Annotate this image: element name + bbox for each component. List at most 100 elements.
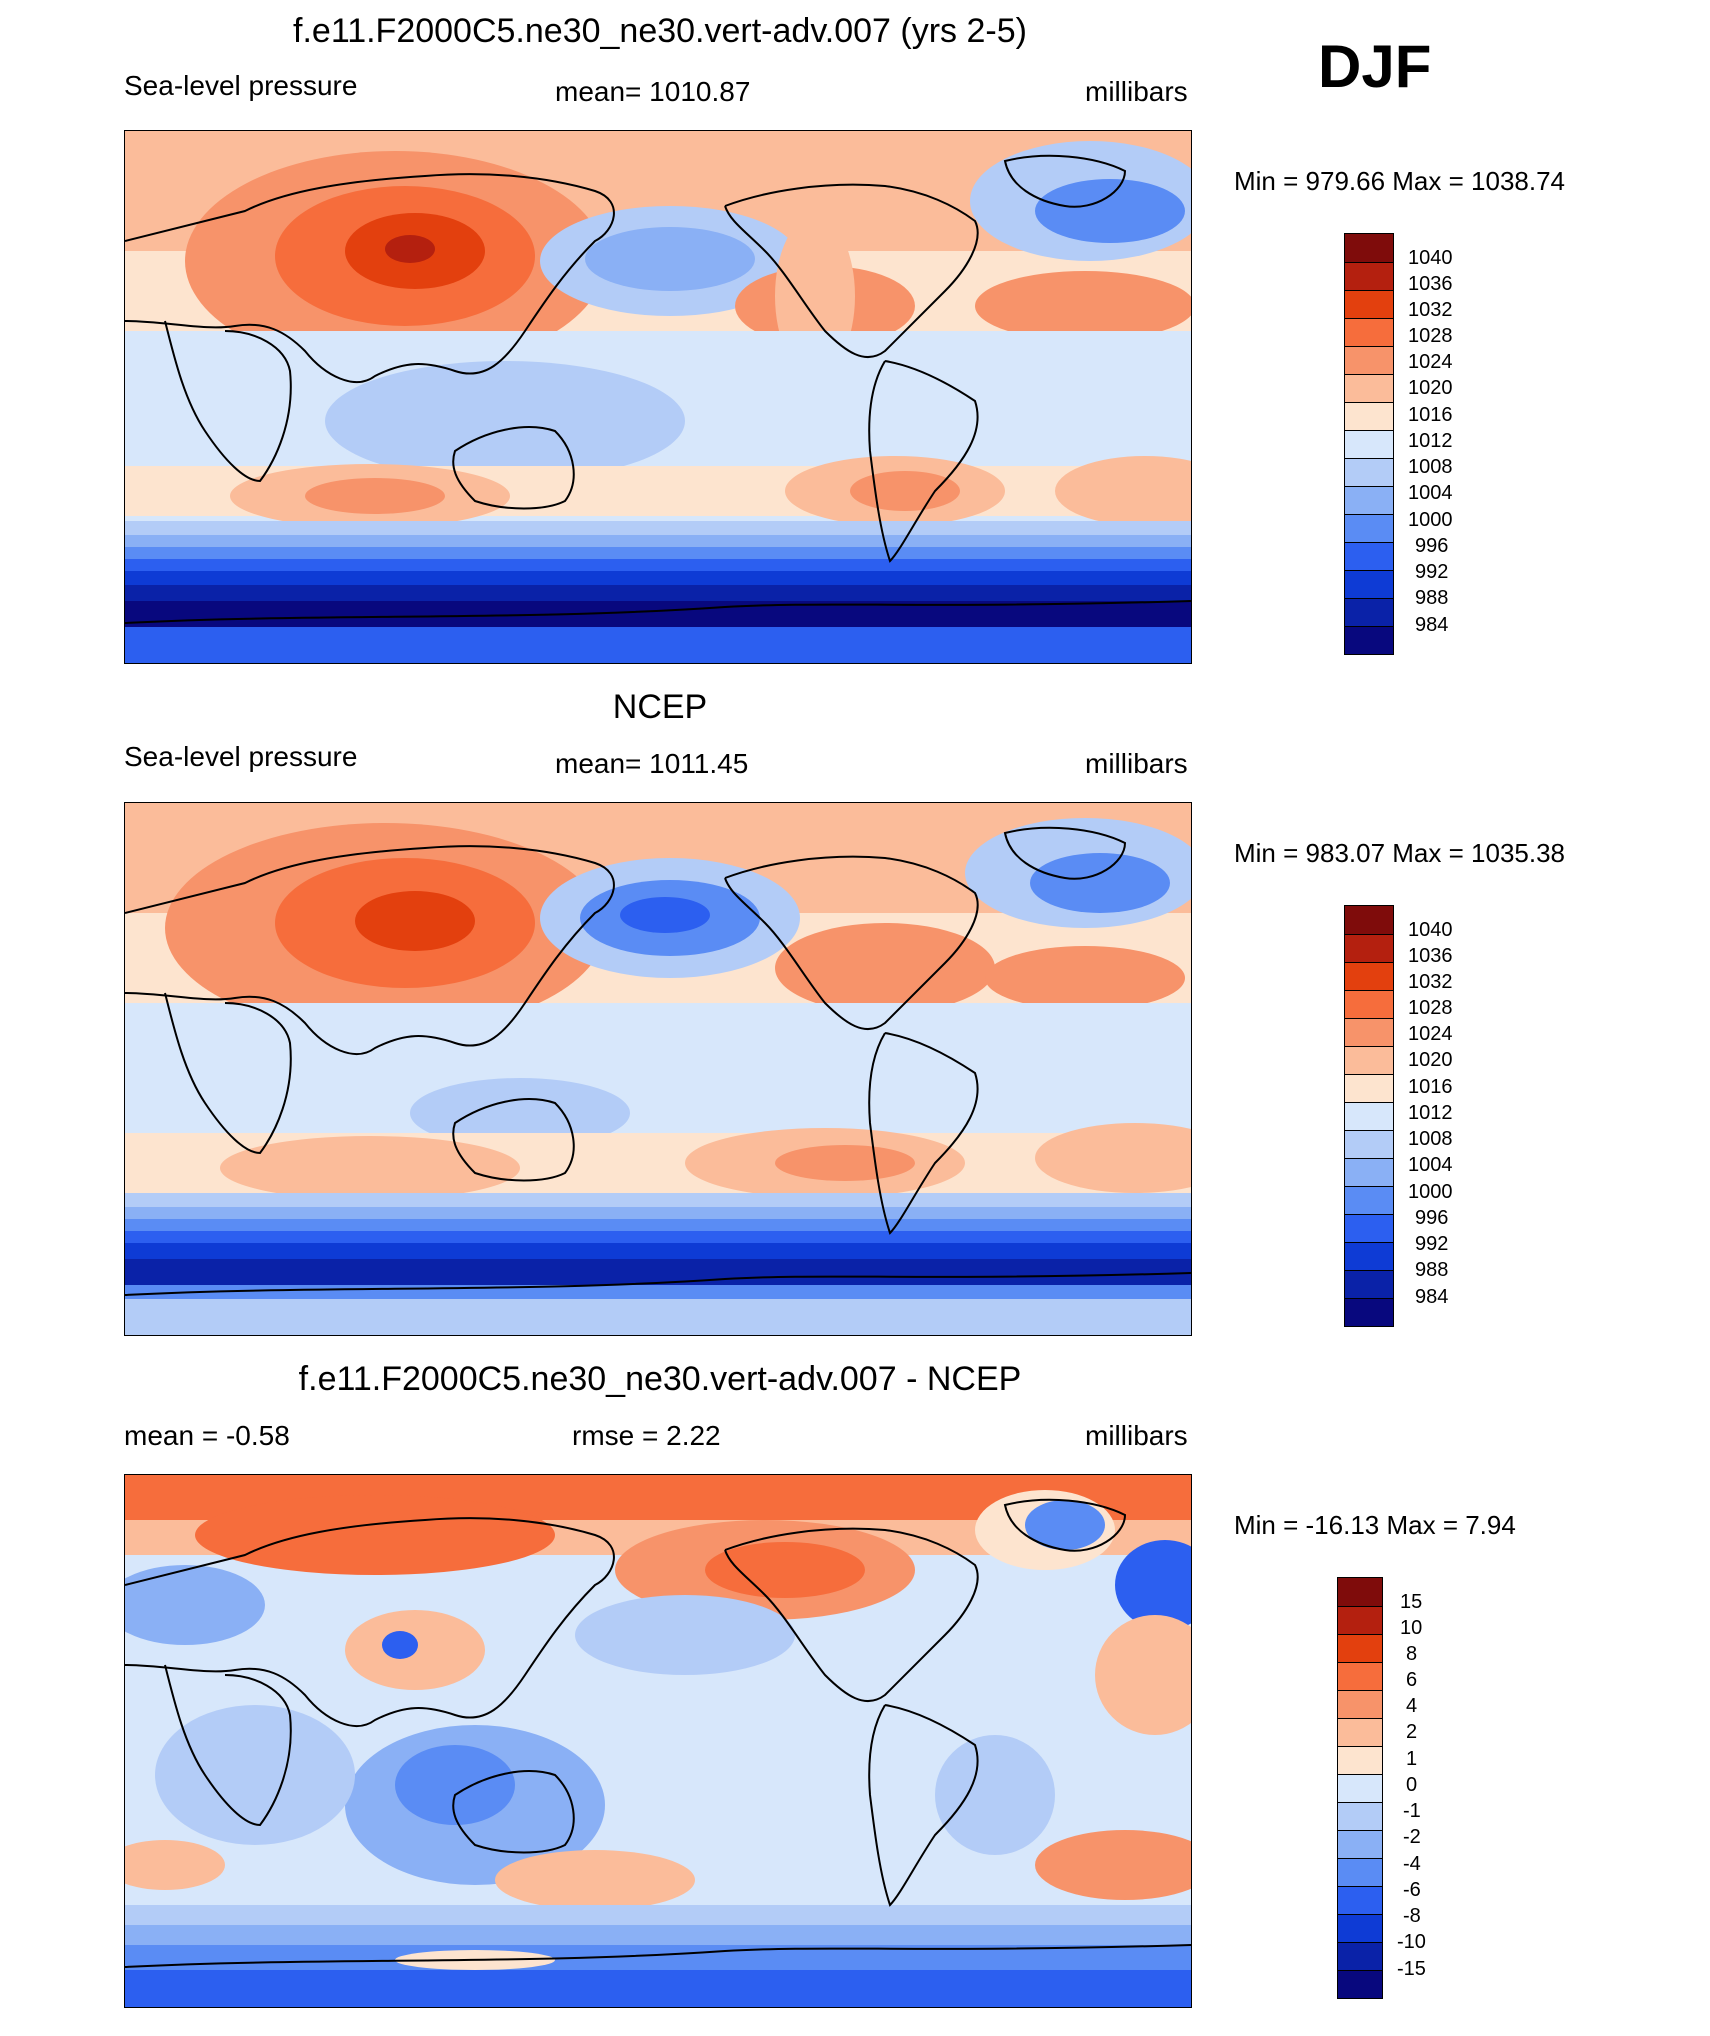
colorbar-swatch: [1338, 1858, 1382, 1886]
colorbar-swatch: [1345, 1186, 1393, 1214]
panel3-colorbar-label: -10: [1397, 1931, 1426, 1953]
panel1-colorbar-label: 1036: [1408, 273, 1453, 295]
colorbar-swatch: [1345, 626, 1393, 654]
panel1-colorbar-label: 992: [1415, 561, 1449, 583]
colorbar-swatch: [1345, 906, 1393, 934]
colorbar-swatch: [1338, 1970, 1382, 1998]
panel2-colorbar-label: 1040: [1408, 919, 1453, 941]
panel1-minmax: Min = 979.66 Max = 1038.74: [1234, 166, 1566, 196]
colorbar-swatch: [1345, 1242, 1393, 1270]
colorbar-swatch: [1345, 990, 1393, 1018]
panel2-colorbar-label: 996: [1415, 1207, 1449, 1229]
panel1-colorbar: [1344, 233, 1394, 655]
colorbar-swatch: [1338, 1942, 1382, 1970]
colorbar-swatch: [1338, 1830, 1382, 1858]
panel1-colorbar-label: 1040: [1408, 247, 1453, 269]
colorbar-swatch: [1338, 1606, 1382, 1634]
panel1-colorbar-label: 984: [1415, 614, 1449, 636]
colorbar-swatch: [1345, 262, 1393, 290]
panel2-minmax: Min = 983.07 Max = 1035.38: [1234, 838, 1566, 868]
panel1-colorbar-label: 1024: [1408, 351, 1453, 373]
panel2-variable-label: Sea-level pressure: [124, 741, 358, 772]
season-label: DJF: [1318, 33, 1432, 100]
panel3-units-label: millibars: [1085, 1420, 1188, 1451]
panel2-colorbar-label: 1028: [1408, 997, 1453, 1019]
panel2-title: NCEP: [612, 688, 708, 726]
panel3-title: f.e11.F2000C5.ne30_ne30.vert-adv.007 - N…: [298, 1360, 1022, 1398]
colorbar-swatch: [1345, 1018, 1393, 1046]
panel1-colorbar-label: 1028: [1408, 325, 1453, 347]
panel3-map: [124, 1474, 1192, 2008]
colorbar-swatch: [1345, 542, 1393, 570]
colorbar-swatch: [1345, 458, 1393, 486]
panel1-colorbar-label: 1020: [1408, 377, 1453, 399]
panel2-colorbar-label: 1012: [1408, 1102, 1453, 1124]
colorbar-swatch: [1345, 402, 1393, 430]
colorbar-swatch: [1338, 1690, 1382, 1718]
panel2-colorbar-label: 1004: [1408, 1154, 1453, 1176]
panel2-colorbar-label: 1008: [1408, 1128, 1453, 1150]
colorbar-swatch: [1345, 962, 1393, 990]
panel3-colorbar-label: 0: [1406, 1774, 1418, 1796]
colorbar-swatch: [1338, 1718, 1382, 1746]
panel1-colorbar-label: 996: [1415, 535, 1449, 557]
panel1-colorbar-label: 988: [1415, 587, 1449, 609]
colorbar-swatch: [1338, 1914, 1382, 1942]
panel3-colorbar-label: -2: [1403, 1826, 1421, 1848]
panel3-colorbar-label: 15: [1400, 1591, 1423, 1613]
panel3-colorbar-label: -6: [1403, 1879, 1421, 1901]
panel2-units-label: millibars: [1085, 748, 1188, 779]
colorbar-swatch: [1345, 570, 1393, 598]
panel3-colorbar-label: 10: [1400, 1617, 1423, 1639]
panel2-mean-label: mean= 1011.45: [555, 748, 749, 779]
panel3-colorbar-label: -4: [1403, 1853, 1421, 1875]
panel3-colorbar-label: 2: [1406, 1721, 1418, 1743]
colorbar-swatch: [1338, 1662, 1382, 1690]
panel2-colorbar: [1344, 905, 1394, 1327]
colorbar-swatch: [1345, 934, 1393, 962]
colorbar-swatch: [1345, 1270, 1393, 1298]
panel1-colorbar-label: 1012: [1408, 430, 1453, 452]
panel1-colorbar-label: 1008: [1408, 456, 1453, 478]
colorbar-swatch: [1338, 1578, 1382, 1606]
panel2-colorbar-label: 988: [1415, 1259, 1449, 1281]
colorbar-swatch: [1345, 514, 1393, 542]
panel2-colorbar-label: 1032: [1408, 971, 1453, 993]
colorbar-swatch: [1345, 1214, 1393, 1242]
panel3-colorbar-label: 8: [1406, 1643, 1418, 1665]
panel1-mean-label: mean= 1010.87: [555, 76, 751, 107]
colorbar-swatch: [1345, 430, 1393, 458]
panel2-colorbar-label: 1016: [1408, 1076, 1453, 1098]
panel3-colorbar-label: 4: [1406, 1695, 1418, 1717]
panel3-rmse-label: rmse = 2.22: [572, 1420, 721, 1451]
panel3-colorbar-label: -15: [1397, 1958, 1426, 1980]
panel2-colorbar-label: 992: [1415, 1233, 1449, 1255]
colorbar-swatch: [1345, 374, 1393, 402]
colorbar-swatch: [1345, 486, 1393, 514]
colorbar-swatch: [1345, 1298, 1393, 1326]
colorbar-swatch: [1345, 1046, 1393, 1074]
panel3-colorbar-label: 6: [1406, 1669, 1418, 1691]
panel3-mean-label: mean = -0.58: [124, 1420, 290, 1451]
colorbar-swatch: [1345, 1130, 1393, 1158]
colorbar-swatch: [1345, 1158, 1393, 1186]
colorbar-swatch: [1345, 318, 1393, 346]
colorbar-swatch: [1345, 1102, 1393, 1130]
panel3-colorbar-label: 1: [1406, 1748, 1418, 1770]
panel3-colorbar: [1337, 1577, 1383, 1999]
colorbar-swatch: [1345, 346, 1393, 374]
panel2-colorbar-label: 984: [1415, 1286, 1449, 1308]
panel1-map: [124, 130, 1192, 664]
panel3-colorbar-label: -1: [1403, 1800, 1421, 1822]
colorbar-swatch: [1345, 234, 1393, 262]
panel2-colorbar-label: 1000: [1408, 1181, 1453, 1203]
panel2-colorbar-label: 1024: [1408, 1023, 1453, 1045]
panel1-variable-label: Sea-level pressure: [124, 70, 358, 101]
panel1-colorbar-label: 1016: [1408, 404, 1453, 426]
colorbar-swatch: [1345, 598, 1393, 626]
colorbar-swatch: [1338, 1774, 1382, 1802]
panel1-colorbar-label: 1000: [1408, 509, 1453, 531]
colorbar-swatch: [1345, 290, 1393, 318]
colorbar-swatch: [1338, 1746, 1382, 1774]
panel2-map: [124, 802, 1192, 1336]
